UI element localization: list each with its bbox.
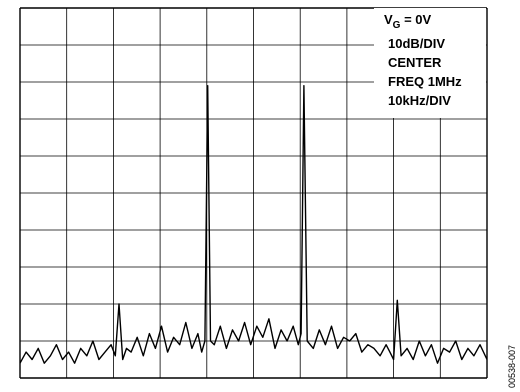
annotation-scale-y: 10dB/DIV — [388, 36, 445, 51]
annotation-vg-rest: = 0V — [400, 12, 431, 27]
figure-id: 00538-007 — [507, 345, 517, 388]
annotation-vg-subscript: G — [393, 20, 401, 31]
annotation-vg-main: V — [384, 12, 393, 27]
annotation-center: CENTER — [388, 55, 442, 70]
spectrum-trace-group — [19, 84, 488, 364]
annotation-vg: VG = 0V — [384, 12, 431, 31]
annotation-center-freq: FREQ 1MHz — [388, 74, 462, 89]
legend-background — [374, 8, 486, 118]
annotation-scale-x: 10kHz/DIV — [388, 93, 451, 108]
spectrum-trace-0 — [19, 84, 488, 364]
